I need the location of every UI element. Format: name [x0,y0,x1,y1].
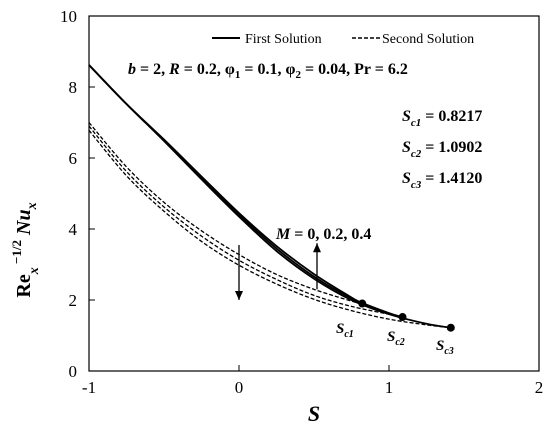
second-solution-line-5 [88,129,451,329]
critical-point-markers [358,299,455,332]
sc1-annotation: Sc1 = 0.8217 [402,108,482,129]
x-tick-label: 0 [235,378,244,397]
x-tick-label: 2 [535,378,544,397]
arrow-head-down [235,291,243,300]
sc2-point-label: Sc2 [387,329,405,348]
sc2-annotation: Sc2 = 1.0902 [402,139,482,160]
x-tick-label: -1 [82,378,96,397]
y-tick-label: 10 [60,7,77,26]
legend-label-first-solution: First Solution [245,32,322,47]
sc3-annotation: Sc3 = 1.4120 [402,170,482,191]
x-tick-label: 1 [385,378,394,397]
x-axis-title: S [308,401,320,426]
critical-point-sc1 [358,299,367,308]
critical-point-sc3 [446,323,455,332]
arrows [235,243,321,300]
legend: First Solution Second Solution [212,32,474,47]
y-tick-label: 6 [69,149,78,168]
arrow-head-up [313,243,321,253]
sc3-point-label: Sc3 [436,338,454,357]
sc1-point-label: Sc1 [336,321,354,340]
parameters-annotation: b = 2, R = 0.2, φ1 = 0.1, φ2 = 0.04, Pr … [128,61,408,81]
second-solution-line-4 [88,125,403,318]
m-values-annotation: M = 0, 0.2, 0.4 [275,226,371,243]
y-tick-label: 0 [69,362,78,381]
y-tick-label: 2 [69,291,78,310]
y-tick-label: 4 [69,220,78,239]
critical-point-sc2 [398,313,407,322]
legend-label-second-solution: Second Solution [382,32,474,47]
plot-frame [88,15,540,372]
y-tick-label: 8 [69,78,78,97]
